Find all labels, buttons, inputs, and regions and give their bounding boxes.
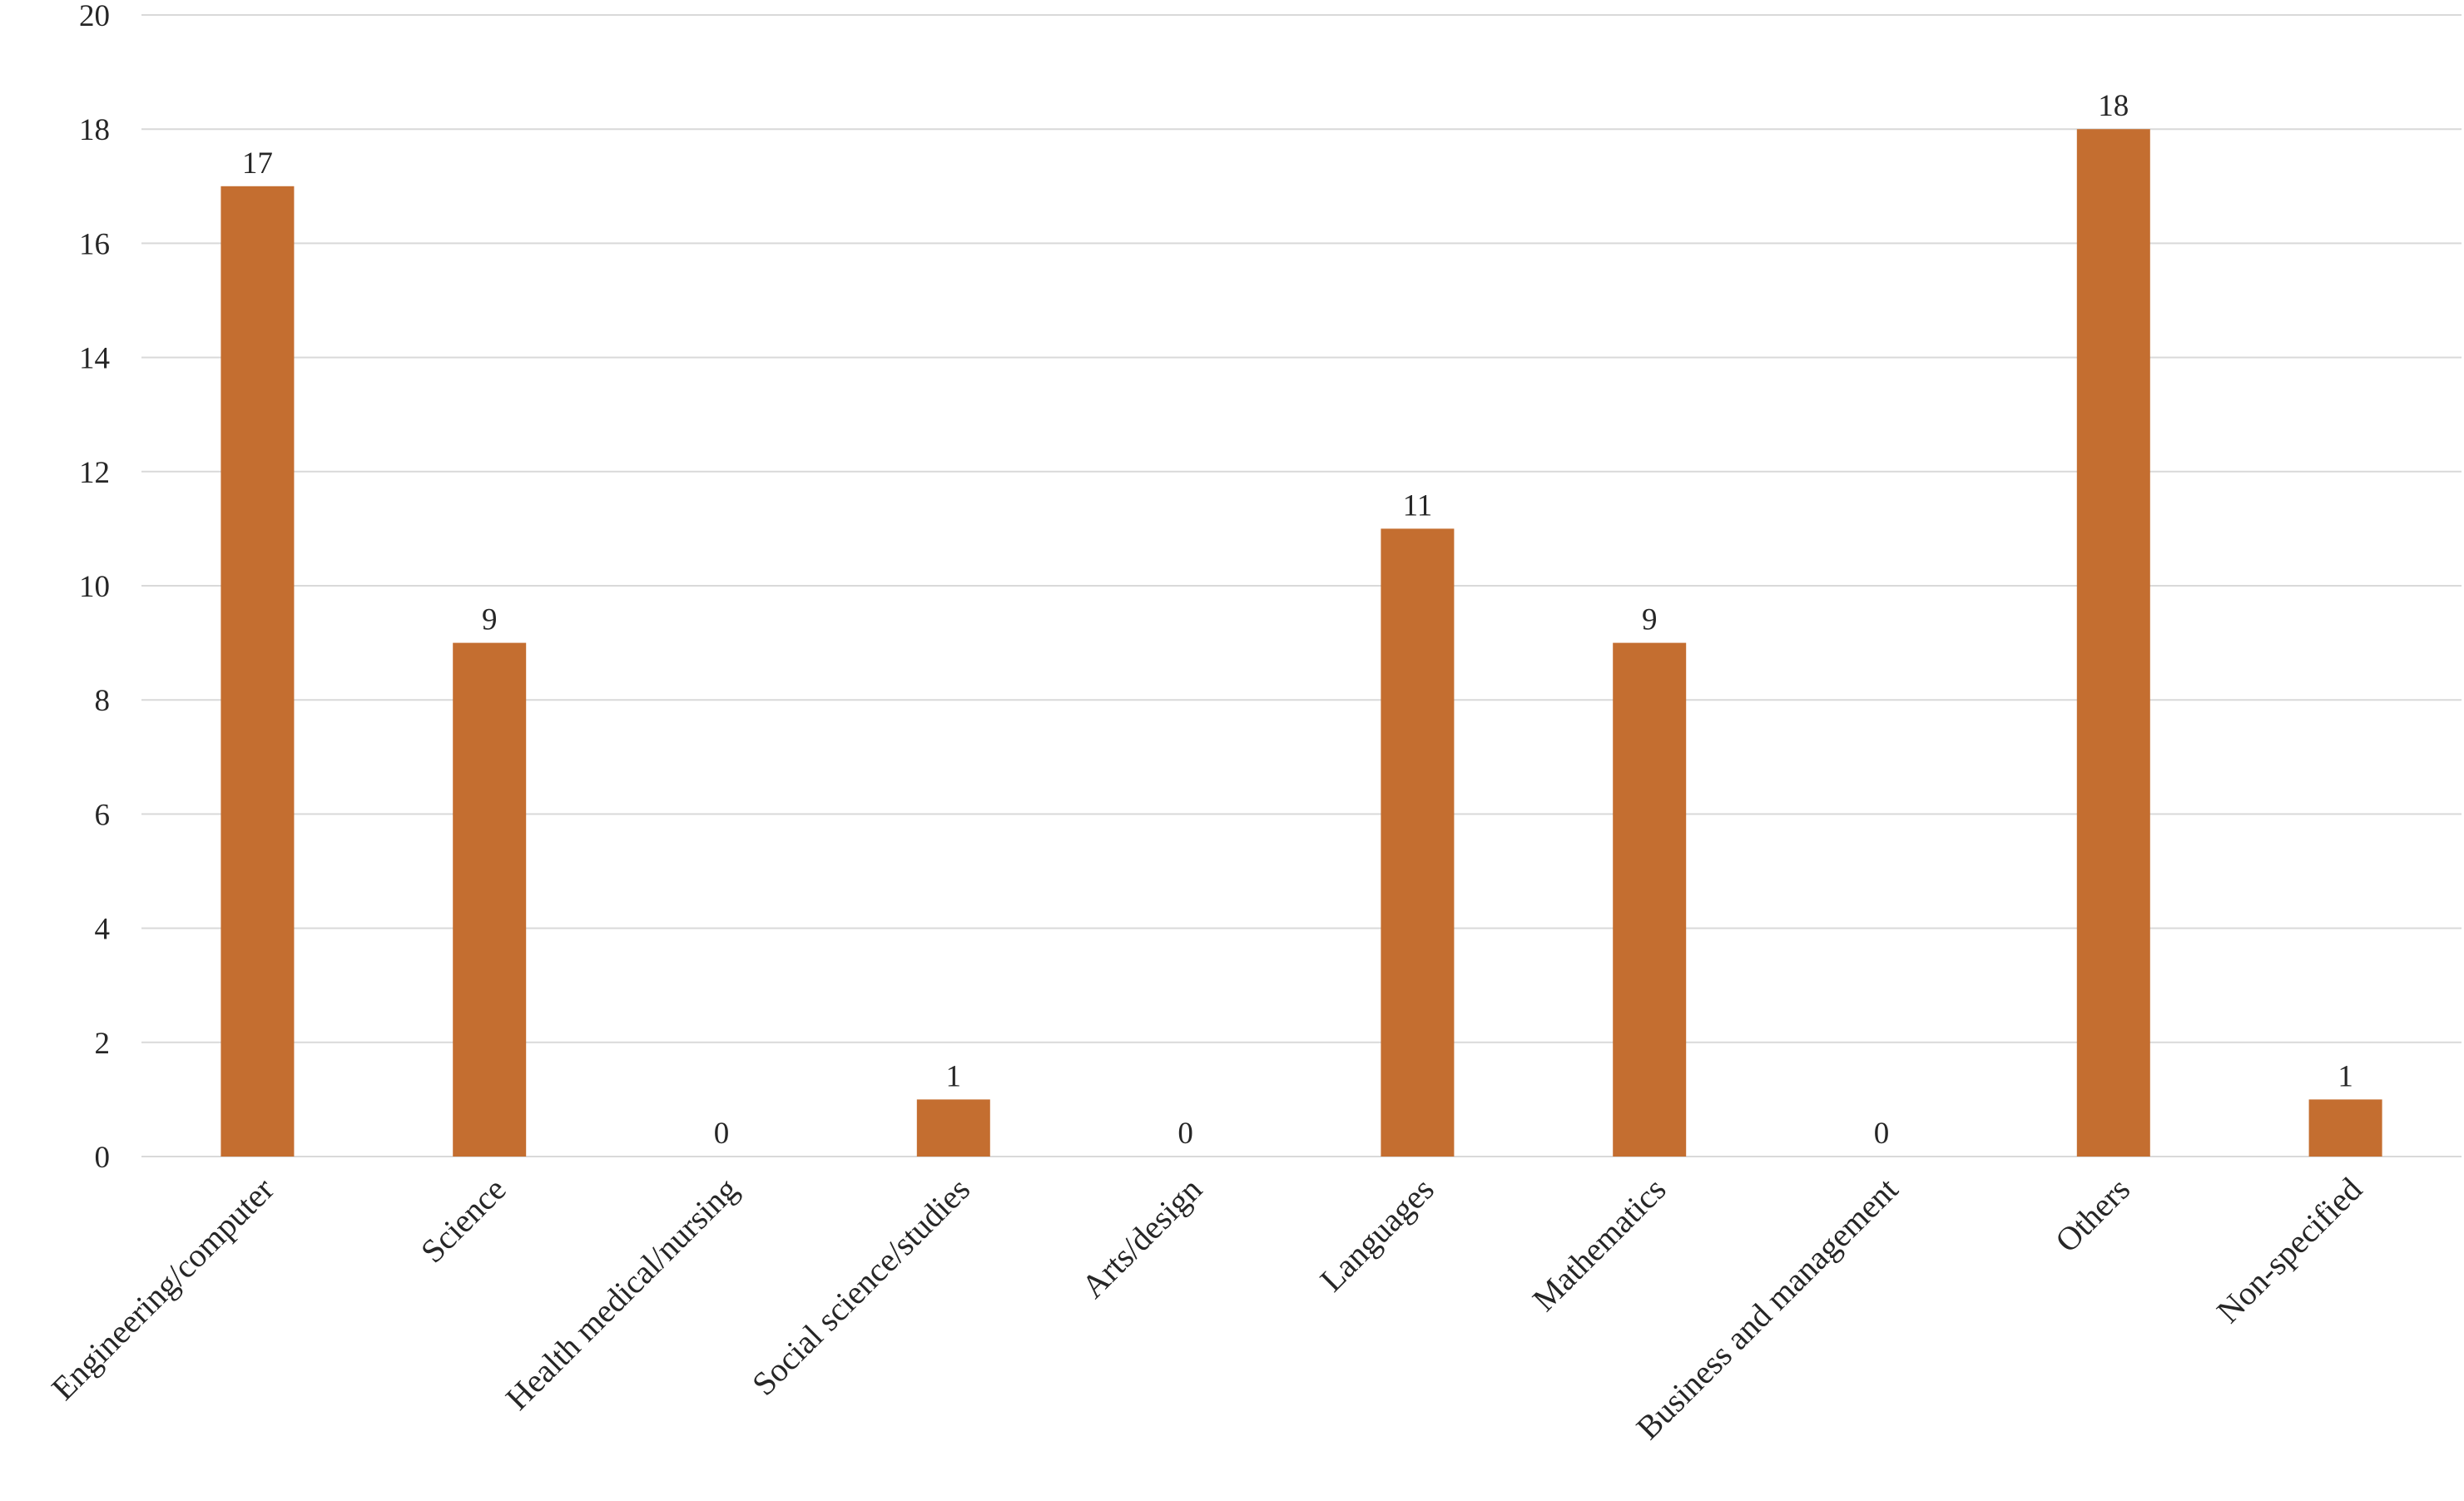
data-label: 0 bbox=[1874, 1117, 1890, 1151]
data-labels: 17 9 0 1 0 11 9 0 18 1 bbox=[242, 89, 2353, 1151]
y-tick-label: 4 bbox=[95, 913, 111, 947]
x-category-label: Others bbox=[2048, 1171, 2137, 1260]
x-category-label: Health medical/nursing bbox=[498, 1171, 746, 1418]
x-category-label: Science bbox=[414, 1171, 513, 1271]
data-label: 1 bbox=[2338, 1059, 2353, 1093]
data-label: 17 bbox=[242, 146, 273, 181]
bar bbox=[1613, 642, 1687, 1157]
y-tick-label: 20 bbox=[79, 0, 110, 33]
x-category-label: Business and management bbox=[1629, 1171, 1905, 1447]
data-label: 0 bbox=[714, 1117, 730, 1151]
x-category-label: Arts/design bbox=[1074, 1171, 1209, 1305]
y-tick-label: 14 bbox=[79, 342, 110, 376]
y-tick-label: 6 bbox=[95, 798, 111, 832]
y-tick-label: 16 bbox=[79, 227, 110, 261]
x-category-label: Non-specified bbox=[2209, 1171, 2369, 1330]
x-category-label: Social science/studies bbox=[745, 1171, 977, 1403]
bar bbox=[221, 186, 295, 1157]
bars bbox=[221, 129, 2382, 1157]
bar bbox=[916, 1099, 990, 1157]
y-tick-label: 18 bbox=[79, 113, 110, 147]
data-label: 1 bbox=[946, 1059, 962, 1093]
y-axis-tick-labels: 0 2 4 6 8 10 12 14 16 18 20 bbox=[79, 0, 110, 1175]
data-label: 0 bbox=[1177, 1117, 1193, 1151]
x-category-label: Languages bbox=[1312, 1171, 1440, 1299]
y-tick-label: 10 bbox=[79, 570, 110, 604]
bar bbox=[1381, 528, 1455, 1157]
y-tick-label: 2 bbox=[95, 1027, 111, 1061]
x-category-label: Engineering/computer bbox=[44, 1171, 281, 1408]
data-label: 18 bbox=[2098, 89, 2129, 123]
data-label: 9 bbox=[482, 603, 498, 637]
y-tick-label: 8 bbox=[95, 684, 111, 718]
x-category-label: Mathematics bbox=[1525, 1171, 1673, 1319]
y-tick-label: 12 bbox=[79, 456, 110, 490]
bar bbox=[2076, 129, 2150, 1157]
bar bbox=[453, 642, 527, 1157]
data-label: 9 bbox=[1642, 603, 1658, 637]
data-label: 11 bbox=[1403, 488, 1433, 523]
bar bbox=[2308, 1099, 2382, 1157]
y-tick-label: 0 bbox=[95, 1141, 111, 1175]
gridlines bbox=[141, 14, 2462, 1157]
